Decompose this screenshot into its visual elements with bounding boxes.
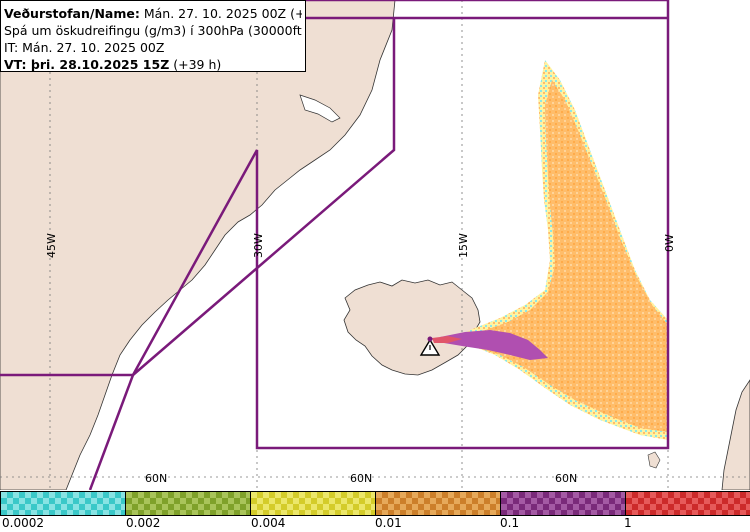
norway-coast [721, 379, 750, 490]
lon-label-0w: 0W [663, 234, 676, 252]
colorbar-tick-2: 0.002 [126, 516, 161, 530]
greenland-landmass [0, 0, 396, 490]
ash-cloud-high-concentration [440, 330, 548, 360]
colorbar-segment-3 [250, 491, 376, 516]
info-line-description: Spá um öskudreifingu (g/m3) í 300hPa (30… [4, 23, 302, 38]
colorbar-segment-4 [375, 491, 501, 516]
lon-label-45w: 45W [45, 233, 58, 258]
info-line-valid-time: VT: þri. 28.10.2025 15Z (+39 h) [4, 56, 302, 73]
colorbar-tick-4: 0.01 [375, 516, 402, 530]
greenland-fjord [299, 94, 341, 123]
lon-label-15w: 15W [457, 233, 470, 258]
colorbar-segment-6 [625, 491, 750, 516]
ash-dispersion-map: 45W 30W 15W 0W 60N 60N 60N [0, 0, 750, 490]
info-line-source: Veðurstofan/Name: Mán. 27. 10. 2025 00Z … [4, 5, 302, 22]
longitude-labels: 45W 30W 15W 0W [45, 233, 676, 258]
source-run: Mán. 27. 10. 2025 00Z (+39 h) [143, 6, 302, 21]
colorbar-segment-2 [125, 491, 251, 516]
ash-cloud [432, 60, 668, 440]
valid-time-offset: (+39 h) [169, 57, 222, 72]
airspace-boundary [0, 0, 670, 490]
source-label: Veðurstofan/Name: [4, 6, 140, 21]
valid-time-label: VT: þri. 28.10.2025 15Z [4, 57, 170, 72]
colorbar-tick-1: 0.0002 [2, 516, 44, 530]
lon-label-30w: 30W [252, 233, 265, 258]
volcano-marker [427, 336, 433, 342]
ash-cloud-core [432, 336, 462, 343]
colorbar-segment-5 [500, 491, 626, 516]
colorbar-segment-1 [0, 491, 126, 516]
colorbar-tick-3: 0.004 [251, 516, 286, 530]
concentration-colorbar [0, 491, 750, 516]
colorbar-tick-5: 0.1 [500, 516, 520, 530]
latitude-labels: 60N 60N 60N [145, 472, 577, 485]
info-line-initial-time: IT: Mán. 27. 10. 2025 00Z [4, 40, 165, 55]
faroe-islands [647, 451, 661, 469]
warning-triangle-icon [419, 338, 441, 356]
lat-label-3: 60N [555, 472, 577, 485]
lat-label-2: 60N [350, 472, 372, 485]
forecast-info-box: Veðurstofan/Name: Mán. 27. 10. 2025 00Z … [0, 0, 306, 72]
colorbar-tick-6: 1 [624, 516, 632, 530]
lat-label-1: 60N [145, 472, 167, 485]
